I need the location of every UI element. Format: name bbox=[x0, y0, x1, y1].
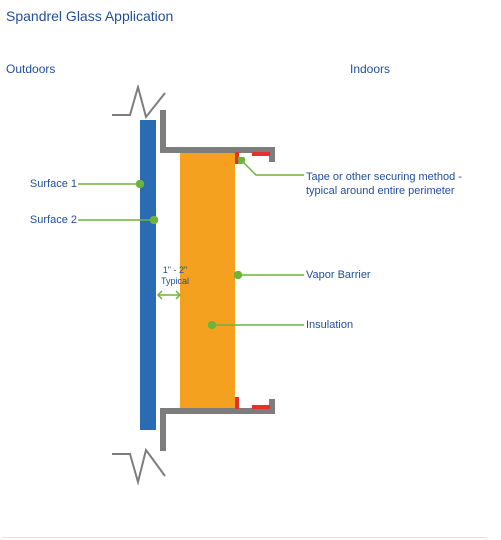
leader-vapor bbox=[234, 271, 306, 281]
callout-surface1: Surface 1 bbox=[22, 177, 77, 191]
leader-insulation bbox=[208, 321, 306, 331]
callout-vapor: Vapor Barrier bbox=[306, 268, 426, 282]
gap-line2: Typical bbox=[161, 276, 189, 286]
callout-insulation: Insulation bbox=[306, 318, 426, 332]
tape-bottom-right bbox=[252, 405, 270, 409]
gap-line1: 1" - 2" bbox=[163, 265, 187, 275]
bottom-rule bbox=[2, 537, 487, 538]
frame-bottom-vertical bbox=[160, 408, 166, 451]
tape-bottom-left bbox=[235, 397, 239, 409]
diagram-canvas: Spandrel Glass Application Outdoors Indo… bbox=[0, 0, 501, 540]
label-indoors: Indoors bbox=[350, 62, 390, 76]
callout-tape: Tape or other securing method - typical … bbox=[306, 170, 481, 199]
diagram-title: Spandrel Glass Application bbox=[6, 8, 173, 24]
gap-dimension-label: 1" - 2" Typical bbox=[155, 265, 195, 287]
leader-surface1 bbox=[78, 180, 148, 190]
break-line-bottom bbox=[110, 448, 170, 488]
leader-surface2 bbox=[78, 216, 162, 226]
leader-tape bbox=[238, 157, 308, 181]
gap-dimension-arrow bbox=[156, 290, 182, 300]
callout-surface2: Surface 2 bbox=[22, 213, 77, 227]
label-outdoors: Outdoors bbox=[6, 62, 55, 76]
glass-pane bbox=[140, 120, 156, 430]
tape-top-right bbox=[252, 152, 270, 156]
